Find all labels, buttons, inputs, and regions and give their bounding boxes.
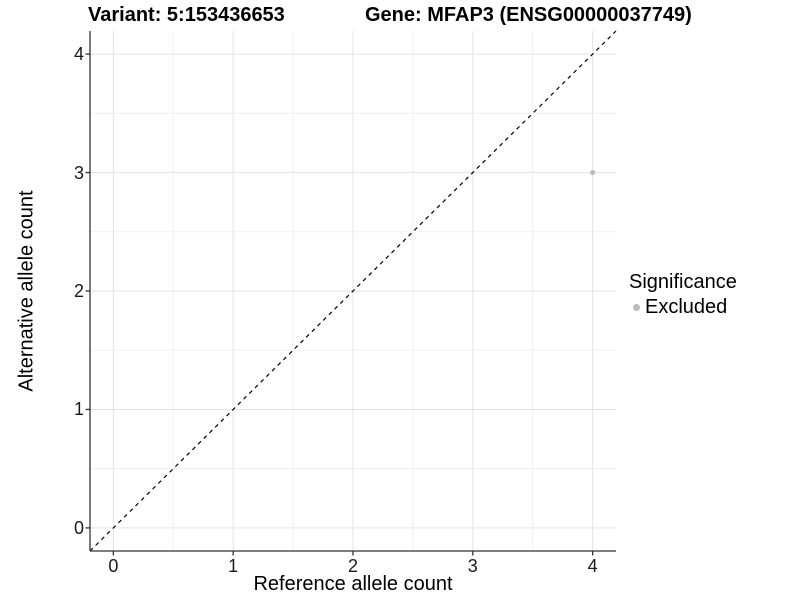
legend: Significance Excluded xyxy=(629,270,737,319)
x-tick-label: 0 xyxy=(108,556,119,576)
y-tick-label: 1 xyxy=(73,399,84,420)
x-axis-title: Reference allele count xyxy=(253,573,453,595)
x-tick-label: 4 xyxy=(587,556,598,576)
y-tick-label: 3 xyxy=(73,162,84,183)
x-tick-label: 2 xyxy=(347,556,359,576)
identity-reference-line xyxy=(89,30,617,552)
data-point-excluded xyxy=(590,169,596,176)
legend-title: Significance xyxy=(629,271,737,293)
x-tick-label: 1 xyxy=(228,556,239,576)
y-tick-label: 4 xyxy=(73,44,84,65)
x-tick-label: 3 xyxy=(467,556,478,576)
legend-dot-icon xyxy=(633,303,640,311)
legend-entry-label: Excluded xyxy=(645,296,728,318)
y-axis-title: Alternative allele count xyxy=(15,190,38,392)
y-tick-label: 2 xyxy=(73,281,84,301)
plot-title-gene: Gene: MFAP3 (ENSG00000037749) xyxy=(365,4,692,26)
legend-entry-excluded: Excluded xyxy=(629,295,737,319)
y-tick-label: 0 xyxy=(73,517,84,538)
plot-title-variant: Variant: 5:153436653 xyxy=(88,4,285,26)
